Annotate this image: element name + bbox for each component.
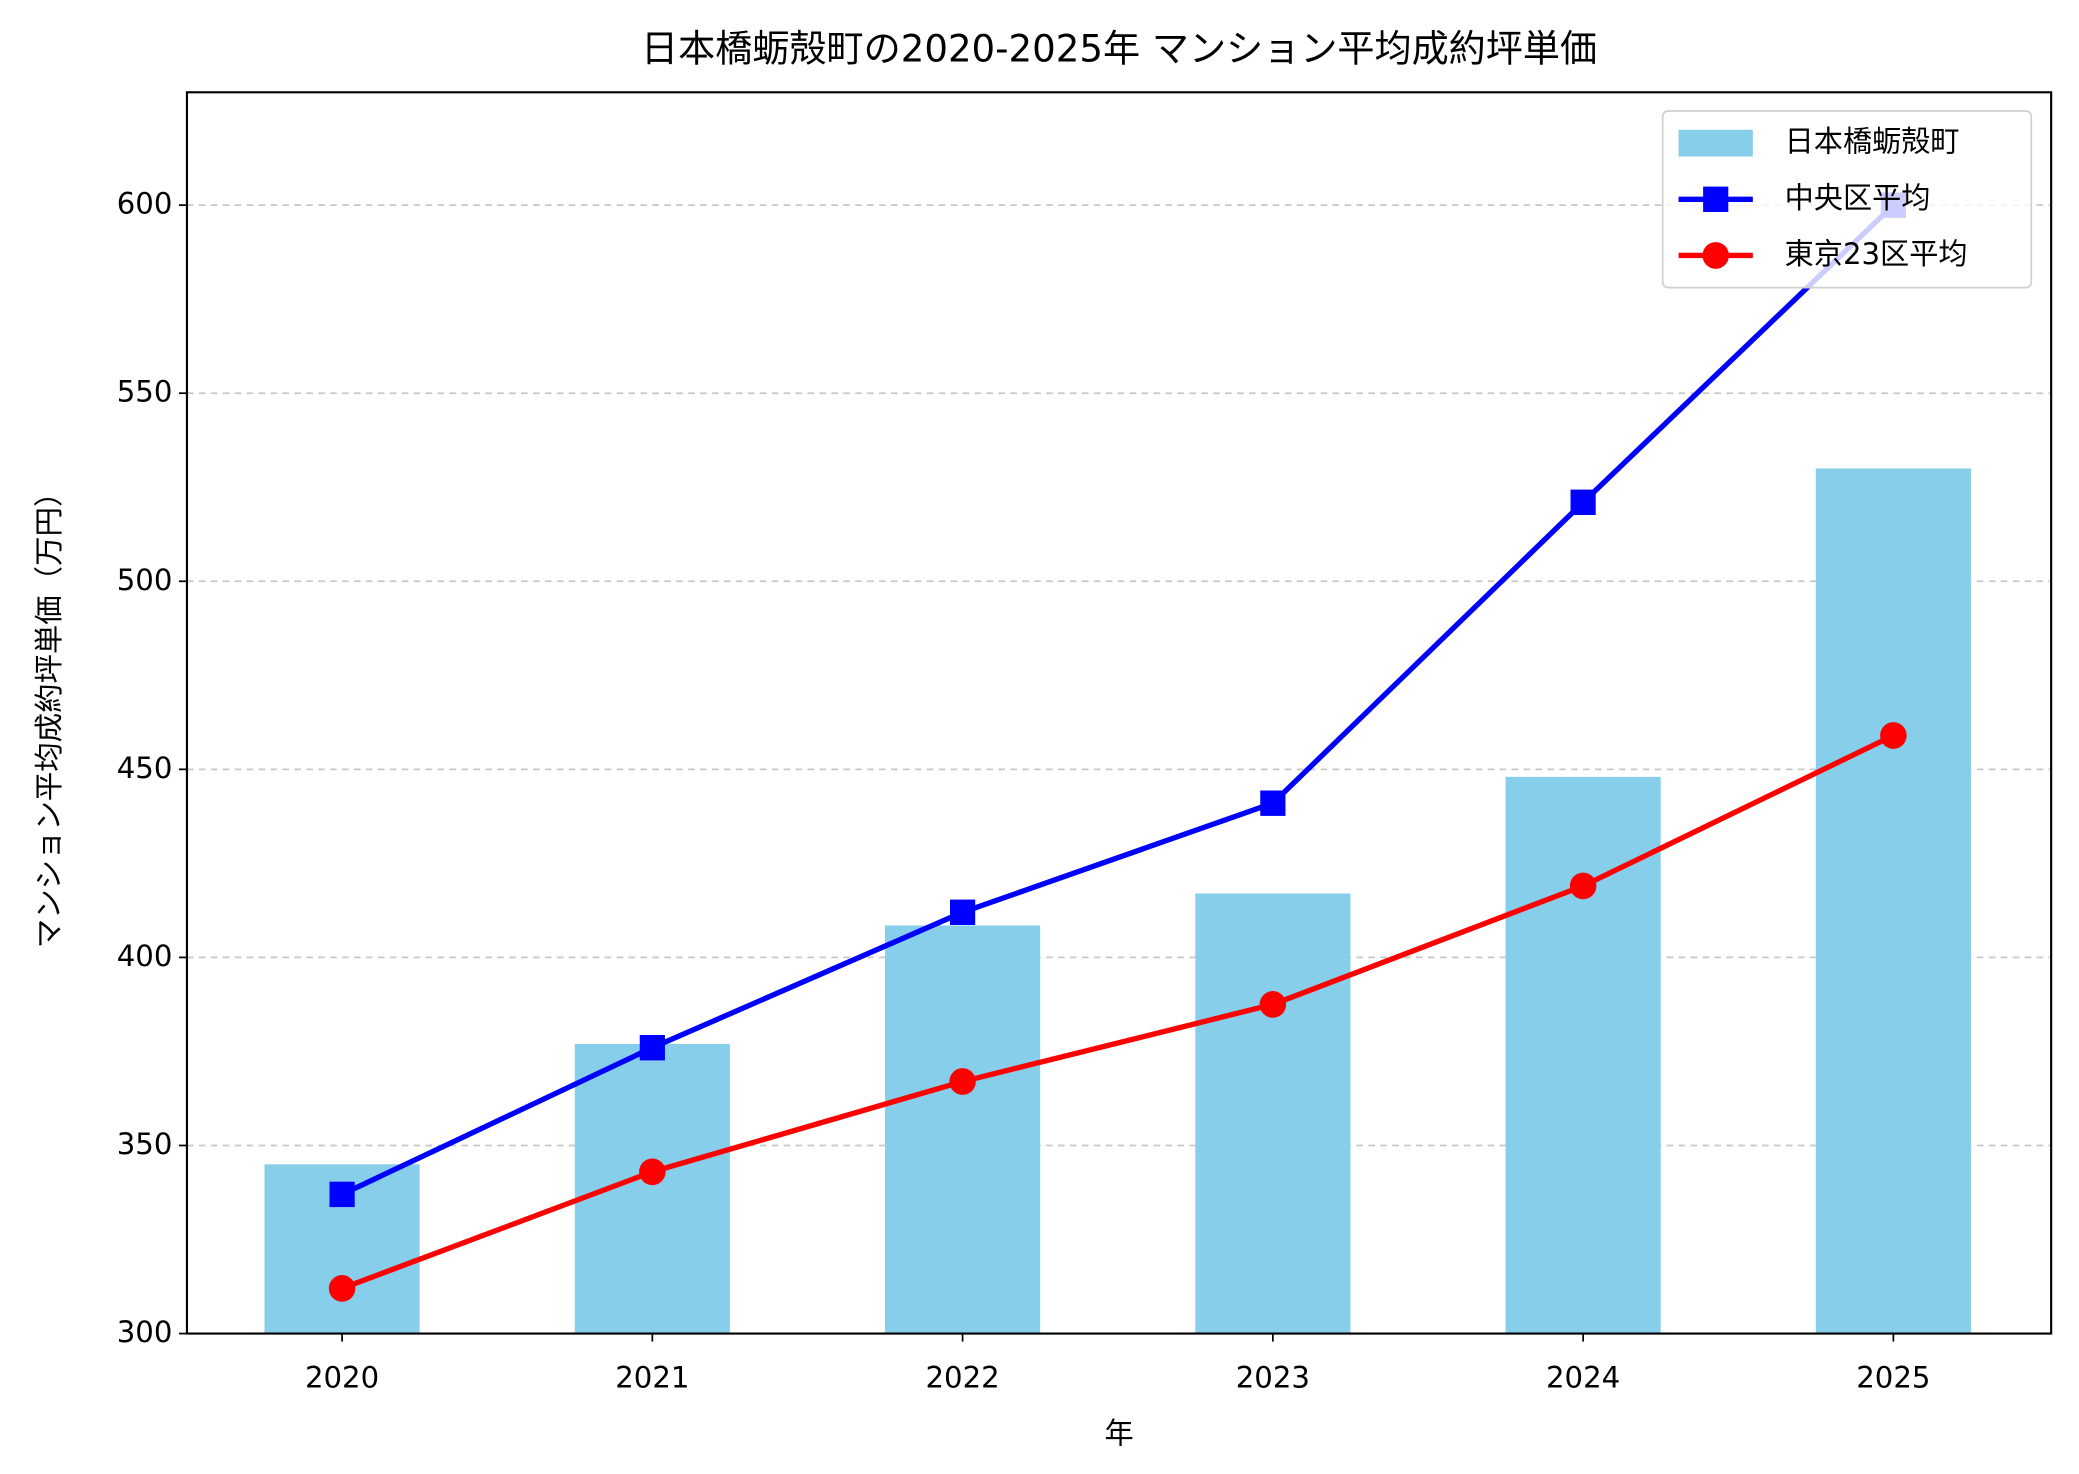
legend-box [1661, 110, 2033, 289]
legend-marker [1703, 186, 1729, 213]
x-axis-label: 年 [1104, 1417, 1133, 1451]
legend-swatch [1678, 129, 1753, 157]
marker [1569, 872, 1597, 900]
y-tick-label: 550 [117, 375, 173, 409]
x-tick-label: 2024 [1546, 1360, 1620, 1394]
y-tick-label: 600 [117, 187, 173, 221]
plot-frame [185, 91, 2053, 1335]
legend-label: 東京23区平均 [1785, 237, 1968, 271]
legend-label: 中央区平均 [1785, 181, 1931, 215]
legend-marker [1702, 242, 1729, 269]
legend-label: 日本橋蛎殻町 [1785, 125, 1960, 159]
marker [949, 1068, 976, 1095]
marker [1259, 991, 1287, 1018]
marker [1260, 790, 1286, 816]
x-tick-label: 2021 [615, 1360, 689, 1394]
x-tick-label: 2022 [925, 1360, 999, 1394]
marker [639, 1034, 665, 1061]
y-tick-label: 400 [117, 939, 173, 973]
y-tick-label: 450 [117, 751, 173, 785]
chart-title: 日本橋蛎殻町の2020-2025年 マンション平均成約坪単価 [641, 26, 1597, 70]
y-tick-label: 500 [117, 563, 173, 597]
marker [1570, 489, 1596, 515]
bar [1505, 776, 1661, 1334]
marker [328, 1275, 356, 1302]
y-tick-label: 300 [117, 1315, 173, 1349]
y-axis-label: マンション平均成約坪単価（万円） [32, 478, 66, 949]
marker [950, 899, 976, 925]
y-tick-label: 350 [117, 1127, 173, 1161]
x-tick-label: 2025 [1856, 1360, 1930, 1394]
bar [1815, 468, 1971, 1334]
marker [639, 1158, 666, 1186]
bar [885, 925, 1041, 1334]
line [340, 203, 1896, 1197]
line [341, 733, 1895, 1291]
marker [329, 1181, 355, 1208]
bar [574, 1043, 730, 1334]
x-tick-label: 2023 [1236, 1360, 1310, 1394]
marker [1880, 722, 1907, 749]
x-tick-label: 2020 [305, 1360, 379, 1394]
bar [1195, 893, 1351, 1334]
